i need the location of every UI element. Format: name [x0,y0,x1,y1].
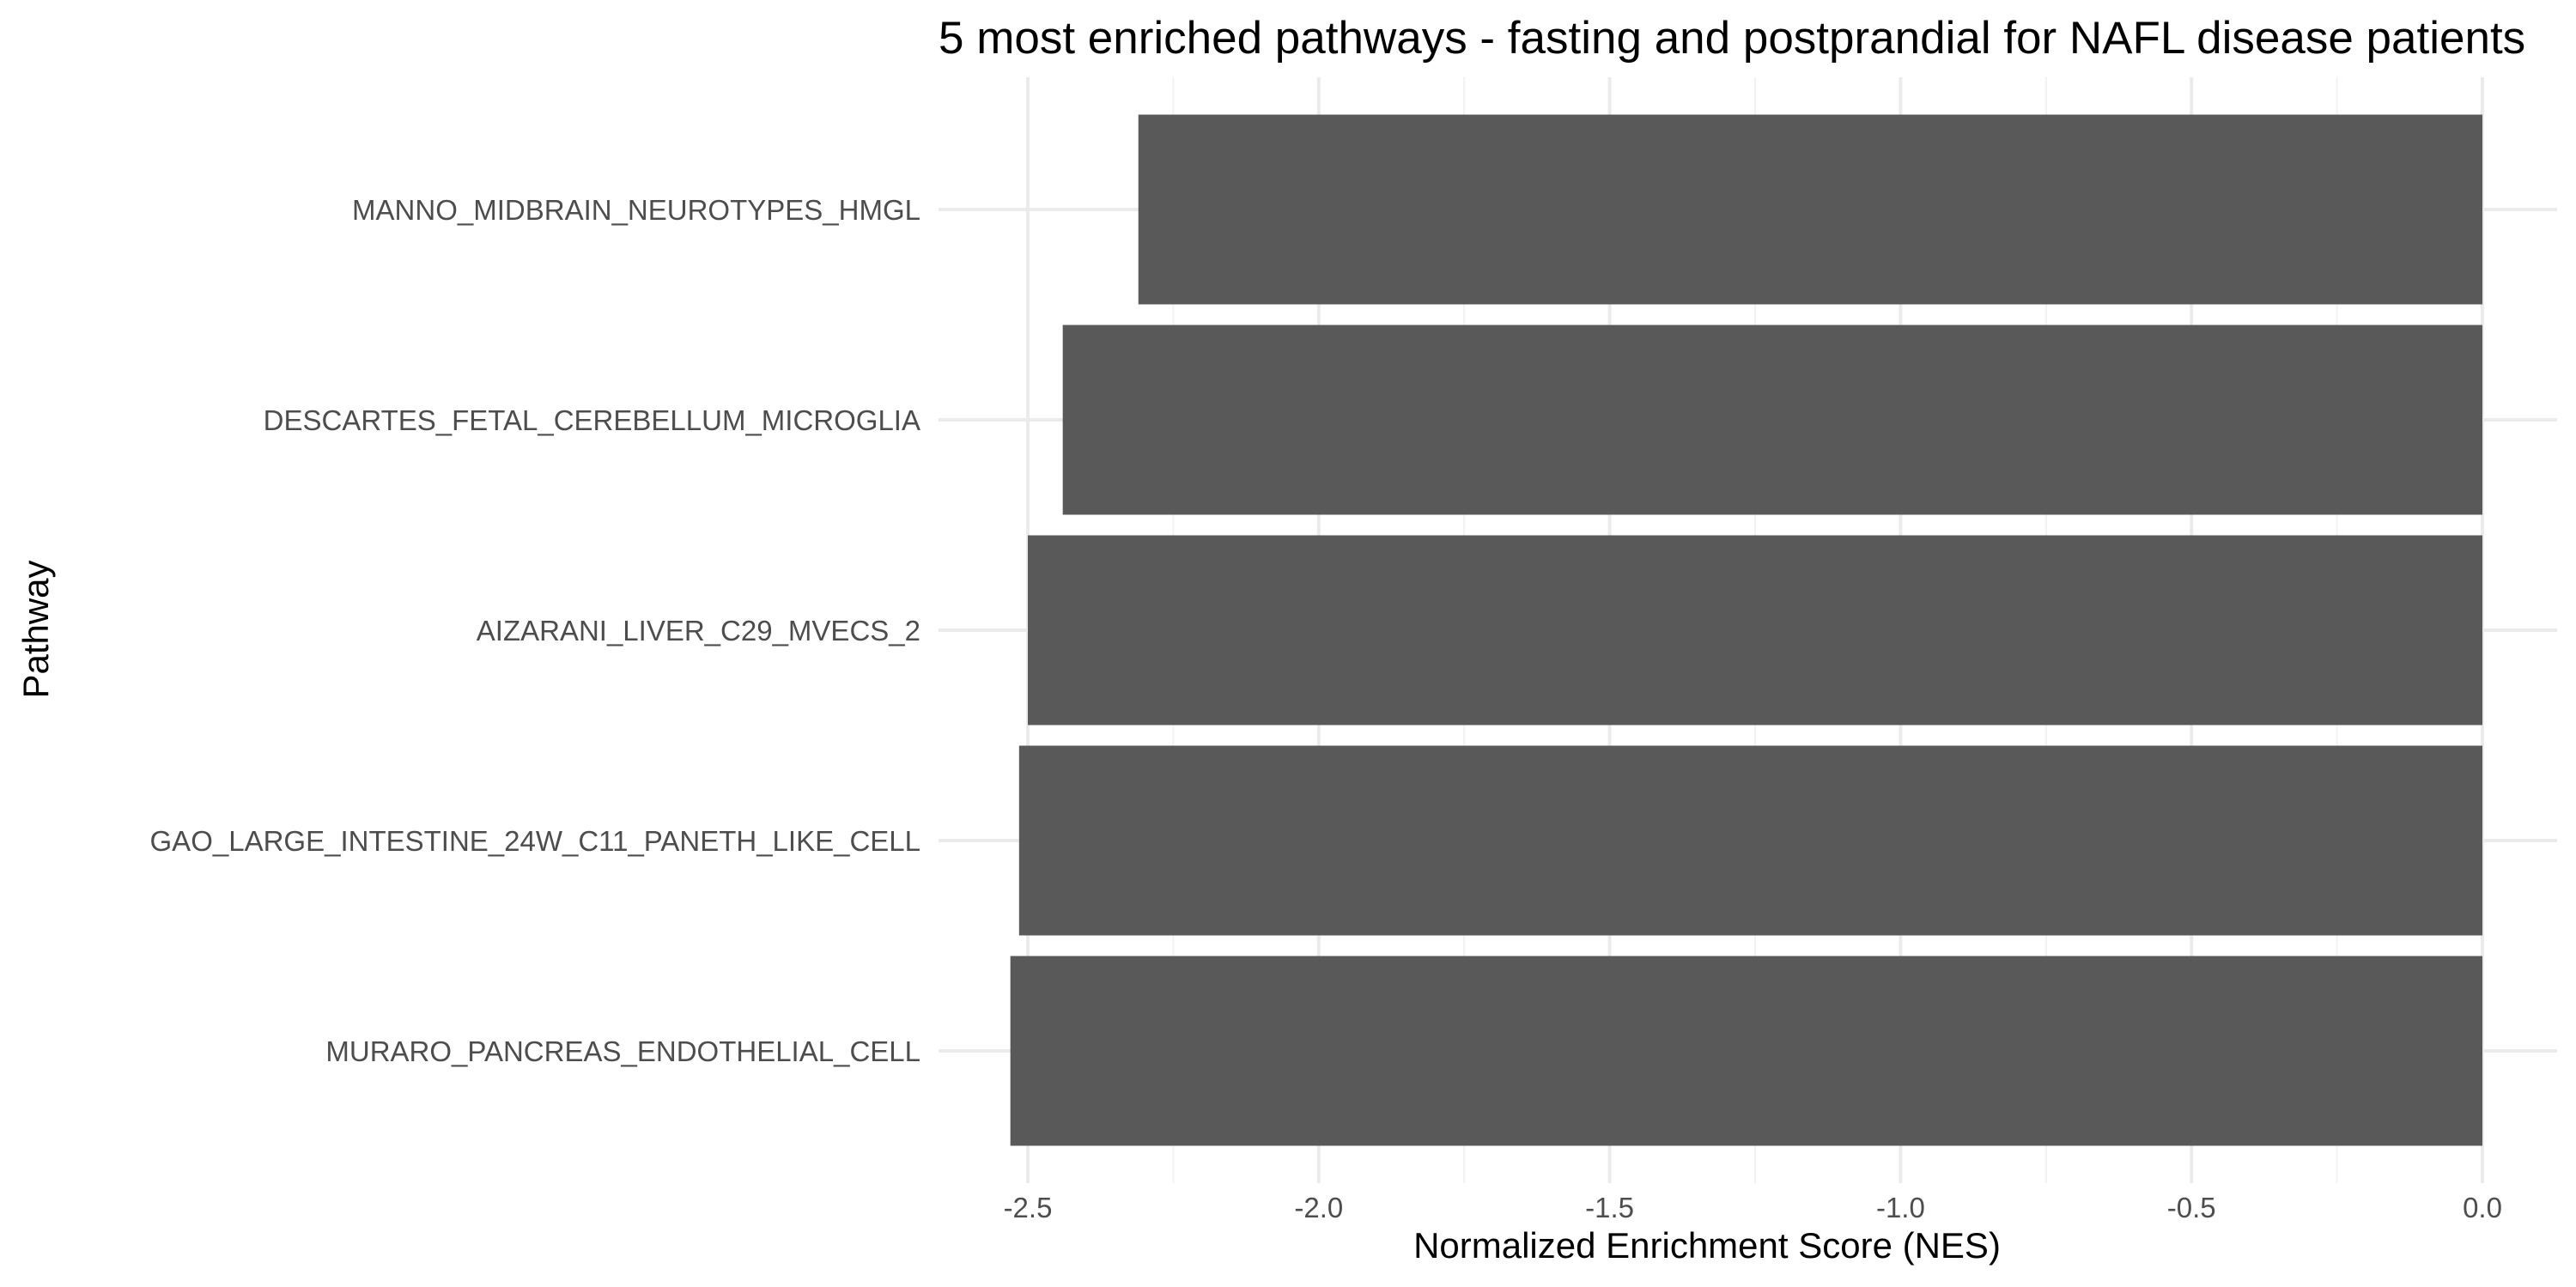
x-tick-label: -0.5 [2167,1192,2216,1223]
bar-muraro-pancreas-endothelial-cell [1010,956,2482,1146]
y-tick-label: MANNO_MIDBRAIN_NEUROTYPES_HMGL [352,194,920,226]
x-tick-label: 0.0 [2463,1192,2502,1223]
x-axis-title: Normalized Enrichment Score (NES) [1413,1225,2001,1266]
x-tick-label: -2.0 [1294,1192,1343,1223]
chart-title: 5 most enriched pathways - fasting and p… [939,13,2525,64]
x-tick-labels: -2.5 -2.0 -1.5 -1.0 -0.5 0.0 [1004,1192,2502,1223]
y-tick-label: AIZARANI_LIVER_C29_MVECS_2 [477,615,920,647]
x-tick-label: -1.5 [1585,1192,1634,1223]
y-tick-label: GAO_LARGE_INTESTINE_24W_C11_PANETH_LIKE_… [150,825,920,857]
bars [1010,114,2482,1146]
y-tick-label: MURARO_PANCREAS_ENDOTHELIAL_CELL [325,1035,920,1067]
bar-aizarani-liver-c29-mvecs-2 [1028,535,2482,725]
x-tick-label: -2.5 [1004,1192,1053,1223]
bar-descartes-fetal-cerebellum-microglia [1062,325,2482,515]
y-axis-title: Pathway [15,560,56,698]
bar-gao-large-intestine-24w-c11-paneth-like-cell [1018,745,2482,936]
bar-manno-midbrain-neurotypes-hmgl [1138,114,2482,305]
y-tick-label: DESCARTES_FETAL_CEREBELLUM_MICROGLIA [264,404,920,436]
y-tick-labels: MANNO_MIDBRAIN_NEUROTYPES_HMGL DESCARTES_… [150,194,920,1067]
x-tick-label: -1.0 [1876,1192,1925,1223]
